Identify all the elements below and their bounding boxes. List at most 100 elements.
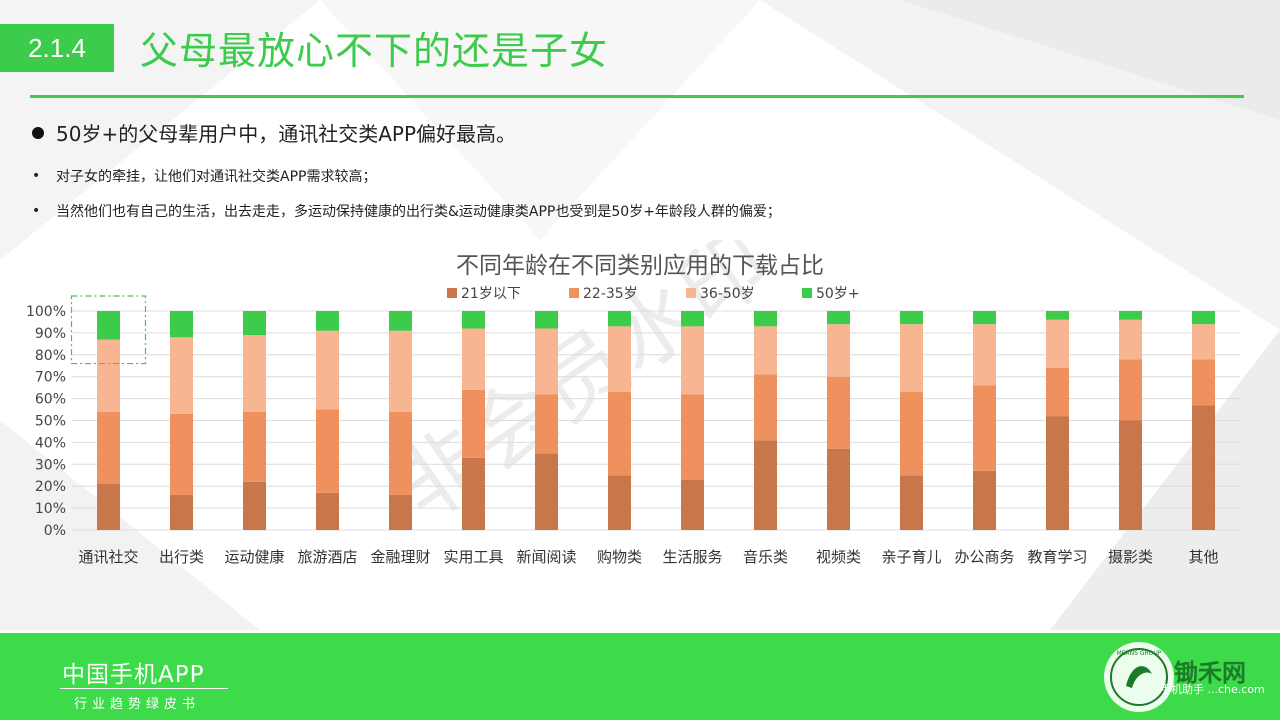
- bar-segment: [1192, 324, 1215, 360]
- bar-segment: [97, 484, 120, 530]
- bar-segment: [170, 337, 193, 414]
- bar-segment: [97, 311, 120, 340]
- x-tick-label: 教育学习: [1027, 548, 1087, 566]
- bar-segment: [900, 475, 923, 530]
- headline: 50岁+的父母辈用户中，通讯社交类APP偏好最高。: [32, 118, 516, 147]
- highlight-box: [70, 295, 147, 365]
- x-tick-label: 生活服务: [662, 548, 722, 566]
- logo-name: 锄禾网: [1174, 659, 1246, 687]
- x-tick-label: 摄影类: [1108, 548, 1153, 566]
- bar-segment: [389, 411, 412, 495]
- y-tick-label: 0%: [44, 523, 66, 539]
- bar-segment: [243, 311, 266, 336]
- x-tick-label: 旅游酒店: [297, 548, 357, 566]
- bar-segment: [462, 457, 485, 530]
- badge-text: MEANS GROUP: [1117, 650, 1162, 657]
- bar-segment: [900, 324, 923, 393]
- bar-segment: [1046, 416, 1069, 530]
- brand-title: 中国手机APP: [62, 662, 205, 688]
- bar-segment: [243, 481, 266, 530]
- bar-segment: [827, 324, 850, 377]
- logo-badge-icon: MEANS GROUP: [1104, 642, 1174, 712]
- bar-segment: [754, 374, 777, 441]
- logo-subtitle: 手机助手 ...che.com: [1160, 683, 1265, 696]
- bar-segment: [1046, 319, 1069, 368]
- x-tick-label: 亲子育儿: [881, 548, 941, 566]
- y-tick-label: 80%: [35, 348, 66, 364]
- legend-label: 36-50岁: [700, 286, 755, 302]
- bar-segment: [900, 392, 923, 476]
- bar-segment: [681, 311, 704, 327]
- brand-subtitle: 行业趋势绿皮书: [74, 697, 201, 712]
- bar-segment: [316, 492, 339, 530]
- legend-label: 22-35岁: [583, 286, 638, 302]
- bar-segment: [608, 392, 631, 476]
- chart-title: 不同年龄在不同类别应用的下载占比: [456, 253, 824, 279]
- bar-segment: [170, 413, 193, 495]
- title-divider: [30, 95, 1244, 98]
- bar-segment: [462, 389, 485, 458]
- bullet-text: 对子女的牵挂，让他们对通讯社交类APP需求较高；: [56, 169, 377, 185]
- bar-segment: [1192, 359, 1215, 406]
- bar-segment: [681, 326, 704, 395]
- bar-segment: [754, 326, 777, 375]
- x-tick-label: 其他: [1188, 548, 1218, 566]
- bullet-mark: •: [32, 203, 41, 219]
- bar-segment: [535, 394, 558, 454]
- legend-swatch: [447, 288, 457, 298]
- bullet-mark: •: [32, 168, 41, 184]
- y-tick-label: 90%: [35, 326, 66, 342]
- bar-segment: [1192, 405, 1215, 530]
- bar-segment: [316, 330, 339, 410]
- x-tick-label: 出行类: [159, 548, 204, 566]
- brand-divider: [60, 688, 228, 689]
- legend-label: 21岁以下: [461, 286, 521, 302]
- bar-segment: [170, 311, 193, 338]
- x-tick-label: 办公商务: [954, 548, 1014, 566]
- legend-swatch: [802, 288, 812, 298]
- bar-segment: [1046, 367, 1069, 417]
- bar-segment: [827, 311, 850, 325]
- bar-segment: [535, 453, 558, 530]
- x-tick-label: 运动健康: [224, 548, 284, 566]
- bar-segment: [827, 448, 850, 530]
- bar-segment: [681, 479, 704, 530]
- bar-segment: [535, 328, 558, 395]
- x-tick-label: 视频类: [816, 548, 861, 566]
- legend-label: 50岁+: [816, 286, 860, 302]
- legend-swatch: [686, 288, 696, 298]
- y-tick-label: 20%: [35, 479, 66, 495]
- section-number: 2.1.4: [0, 24, 114, 72]
- x-tick-label: 购物类: [597, 548, 642, 566]
- x-tick-label: 音乐类: [743, 548, 788, 566]
- x-tick-label: 新闻阅读: [516, 548, 576, 566]
- bar-segment: [243, 411, 266, 482]
- x-tick-label: 金融理财: [370, 548, 430, 566]
- page-title: 父母最放心不下的还是子女: [140, 29, 609, 73]
- y-tick-label: 100%: [26, 304, 66, 320]
- bar-segment: [389, 494, 412, 530]
- bar-segment: [1119, 319, 1142, 360]
- headline-text: 50岁+的父母辈用户中，通讯社交类APP偏好最高。: [56, 122, 517, 146]
- x-tick-label: 实用工具: [443, 548, 503, 566]
- bar-segment: [608, 311, 631, 327]
- y-tick-label: 30%: [35, 457, 66, 473]
- legend-swatch: [569, 288, 579, 298]
- bar-segment: [973, 470, 996, 530]
- y-tick-label: 70%: [35, 370, 66, 386]
- y-tick-label: 50%: [35, 414, 66, 430]
- bar-segment: [1192, 311, 1215, 325]
- bar-segment: [316, 409, 339, 493]
- bar-segment: [389, 330, 412, 412]
- bar-segment: [389, 311, 412, 331]
- bullet-text: 当然他们也有自己的生活，出去走走，多运动保持健康的出行类&运动健康类APP也受到…: [56, 204, 781, 220]
- y-tick-label: 10%: [35, 501, 66, 517]
- bar-segment: [608, 475, 631, 530]
- bar-segment: [462, 311, 485, 329]
- bar-segment: [827, 376, 850, 449]
- bar-segment: [316, 311, 339, 331]
- bullet-item: • 对子女的牵挂，让他们对通讯社交类APP需求较高；: [32, 166, 376, 186]
- bar-segment: [681, 394, 704, 480]
- bar-segment: [170, 494, 193, 530]
